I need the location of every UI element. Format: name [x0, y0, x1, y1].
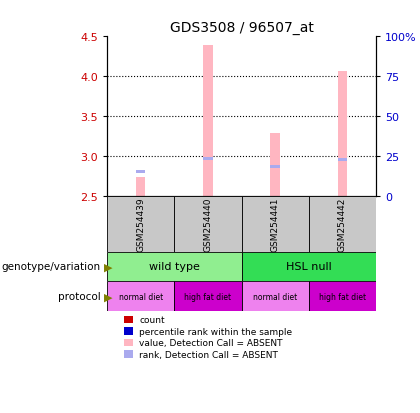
Bar: [174, 196, 241, 252]
Text: GSM254441: GSM254441: [270, 197, 280, 251]
Bar: [241, 252, 376, 282]
Text: high fat diet: high fat diet: [319, 292, 366, 301]
Text: ▶: ▶: [104, 262, 112, 272]
Bar: [107, 252, 242, 282]
Bar: [107, 196, 174, 252]
Bar: [338, 71, 347, 196]
Bar: [338, 159, 347, 162]
Bar: [309, 282, 376, 311]
Text: GSM254442: GSM254442: [338, 197, 347, 251]
Text: HSL null: HSL null: [286, 262, 331, 272]
Bar: [136, 178, 145, 196]
Text: wild type: wild type: [149, 262, 200, 272]
Text: count: count: [139, 315, 165, 324]
Text: genotype/variation: genotype/variation: [2, 262, 101, 272]
Text: high fat diet: high fat diet: [184, 292, 231, 301]
Text: normal diet: normal diet: [253, 292, 297, 301]
Bar: [241, 282, 309, 311]
Text: GSM254439: GSM254439: [136, 197, 145, 251]
Bar: [203, 157, 213, 160]
Text: ▶: ▶: [104, 292, 112, 301]
Text: normal diet: normal diet: [118, 292, 163, 301]
Bar: [270, 134, 280, 196]
Text: value, Detection Call = ABSENT: value, Detection Call = ABSENT: [139, 338, 283, 347]
Text: GDS3508 / 96507_at: GDS3508 / 96507_at: [170, 21, 313, 35]
Text: protocol: protocol: [58, 292, 101, 301]
Bar: [174, 282, 241, 311]
Bar: [270, 165, 280, 168]
Bar: [136, 171, 145, 174]
Text: rank, Detection Call = ABSENT: rank, Detection Call = ABSENT: [139, 350, 278, 359]
Text: GSM254440: GSM254440: [203, 197, 213, 251]
Bar: [309, 196, 376, 252]
Bar: [107, 282, 174, 311]
Bar: [203, 46, 213, 196]
Text: percentile rank within the sample: percentile rank within the sample: [139, 327, 293, 336]
Bar: [241, 196, 309, 252]
